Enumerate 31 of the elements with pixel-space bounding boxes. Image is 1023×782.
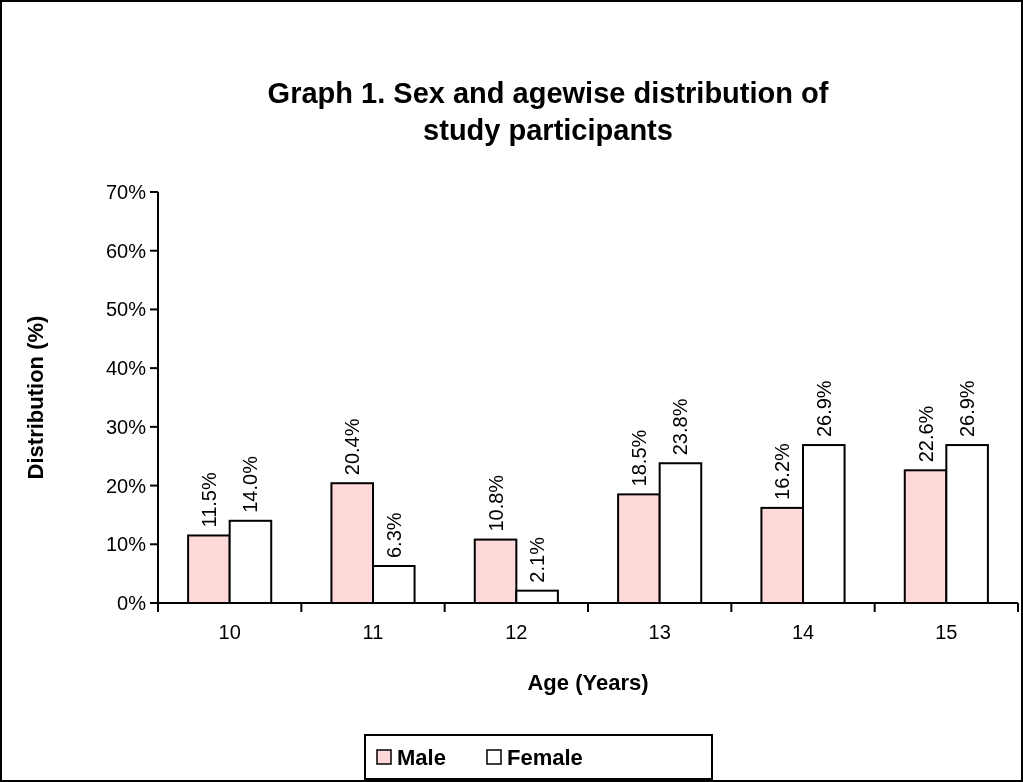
data-label: 26.9%	[956, 380, 979, 438]
chart-title: Graph 1. Sex and agewise distribution of study participants	[267, 77, 829, 146]
y-tick-label: 40%	[105, 357, 147, 380]
data-label: 23.8%	[669, 398, 692, 456]
data-label: 20.4%	[341, 418, 364, 476]
y-tick-label: 10%	[105, 533, 147, 556]
y-tick-label: 0%	[117, 592, 147, 614]
x-tick-label: 15	[935, 621, 958, 643]
legend-label: Female	[507, 745, 583, 770]
x-tick-label: 11	[362, 621, 384, 643]
x-tick-label: 14	[791, 621, 815, 643]
data-label: 18.5%	[627, 429, 650, 487]
data-label: 26.9%	[812, 380, 835, 438]
x-tick-label: 10	[218, 621, 241, 643]
y-tick-label: 20%	[105, 474, 147, 497]
x-tick-label: 13	[648, 621, 671, 643]
data-label: 2.1%	[526, 536, 549, 583]
y-tick-label: 30%	[105, 415, 147, 438]
y-axis-title: Distribution (%)	[23, 315, 48, 480]
y-tick-label: 60%	[105, 239, 147, 262]
data-label: 6.3%	[382, 512, 405, 559]
data-label: 22.6%	[914, 405, 937, 463]
x-tick-label: 12	[505, 621, 528, 643]
y-tick-label: 70%	[105, 181, 147, 203]
data-label: 10.8%	[484, 474, 507, 532]
data-label: 14.0%	[239, 455, 262, 513]
y-tick-label: 50%	[105, 298, 147, 321]
data-label: 16.2%	[771, 442, 794, 500]
data-label: 11.5%	[197, 472, 220, 528]
x-axis-title: Age (Years)	[527, 670, 649, 695]
legend-label: Male	[397, 745, 446, 770]
